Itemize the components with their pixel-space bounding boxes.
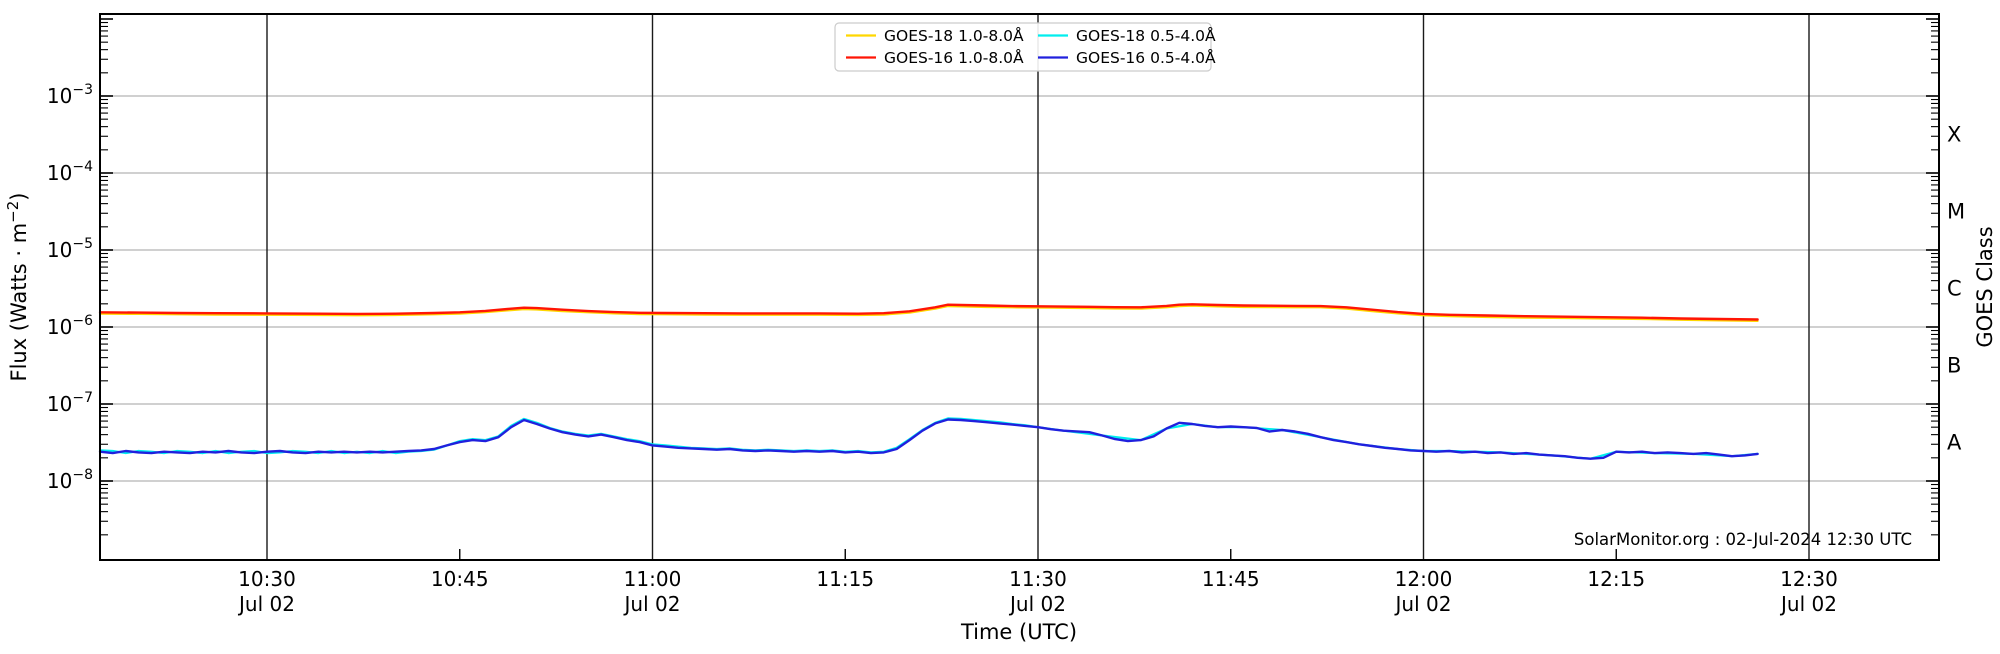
goes-class-m: M [1947,200,1965,224]
y2-axis-title: GOES Class [1973,226,1997,347]
y-tick-label: 10−3 [47,82,93,108]
series-goes-16-0-5-4-0 [98,418,1759,460]
x-tick-date-label: Jul 02 [1008,592,1066,616]
y-tick-label: 10−7 [47,390,93,416]
series-goes-16-1-0-8-0 [98,303,1759,321]
goes-class-a: A [1947,431,1962,455]
x-tick-label: 10:45 [431,567,489,591]
goes-class-c: C [1947,277,1962,301]
axis-ticks [100,18,1939,560]
y-tick-label: 10−8 [47,467,93,493]
x-tick-label: 10:30 [238,567,296,591]
series-goes-18-1-0-8-0 [98,304,1759,322]
y-tick-label: 10−6 [47,313,93,339]
goes-class-x: X [1947,123,1961,147]
legend-box [834,22,1212,72]
y-tick-label: 10−5 [47,236,93,262]
x-tick-date-label: Jul 02 [237,592,295,616]
x-tick-label: 11:15 [816,567,874,591]
legend-label-goes-16-1-0-8-0: GOES-16 1.0-8.0Å [884,48,1024,67]
x-tick-label: 11:45 [1202,567,1260,591]
gridlines [100,14,1939,560]
x-tick-label: 12:30 [1780,567,1838,591]
x-axis-title: Time (UTC) [960,620,1077,644]
x-tick-date-label: Jul 02 [623,592,681,616]
y-axis-title: Flux (Watts · m−2) [4,192,31,381]
x-tick-label: 11:00 [624,567,682,591]
x-tick-label: 12:15 [1587,567,1645,591]
source-credit-annotation: SolarMonitor.org : 02-Jul-2024 12:30 UTC [1574,530,1912,549]
legend-label-goes-18-1-0-8-0: GOES-18 1.0-8.0Å [884,26,1024,45]
plot-frame [99,13,1940,561]
legend-label-goes-18-0-5-4-0: GOES-18 0.5-4.0Å [1076,26,1216,45]
legend-label-goes-16-0-5-4-0: GOES-16 0.5-4.0Å [1076,48,1216,67]
flux-series [98,303,1759,460]
x-tick-date-label: Jul 02 [1779,592,1837,616]
x-tick-date-label: Jul 02 [1394,592,1452,616]
legend: GOES-18 1.0-8.0Å GOES-16 1.0-8.0Å GOES-18 … [834,22,1216,72]
y-tick-label: 10−4 [47,159,93,185]
x-tick-label: 12:00 [1395,567,1453,591]
x-tick-label: 11:30 [1009,567,1067,591]
goes-class-b: B [1947,354,1961,378]
